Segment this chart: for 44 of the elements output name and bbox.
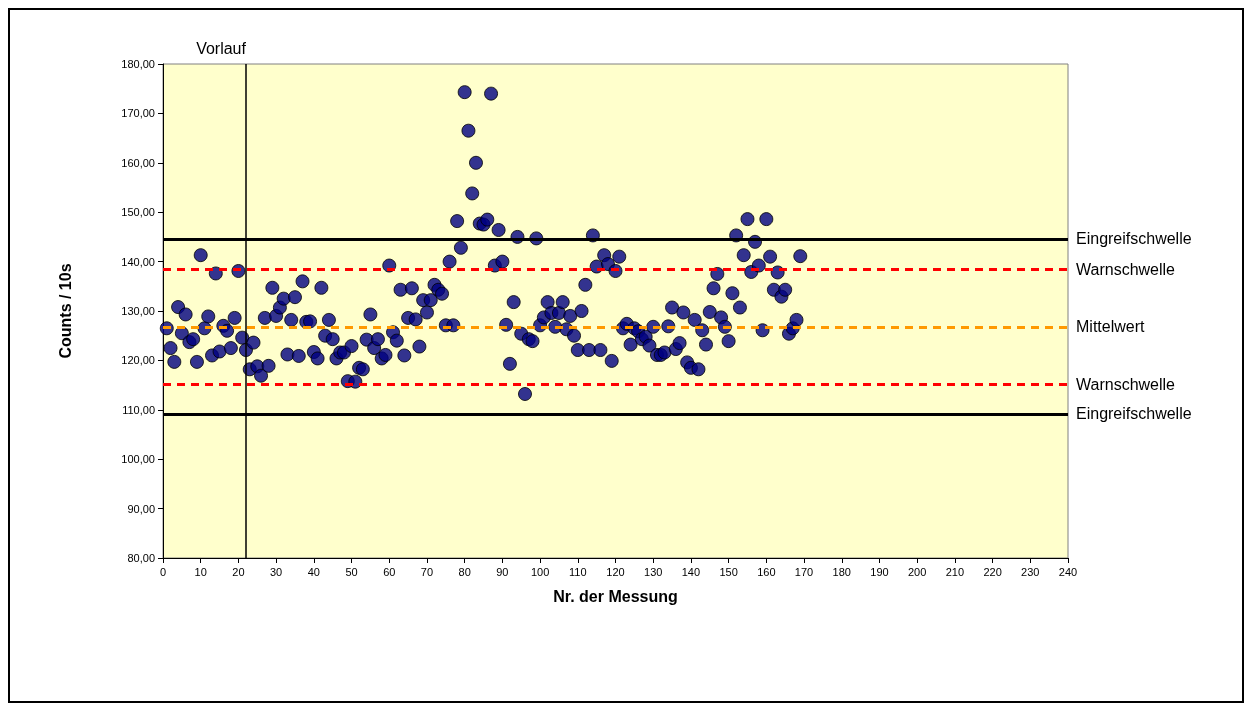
x-tick-label: 50	[345, 565, 358, 578]
x-tick-label: 140	[681, 565, 701, 578]
y-tick-label: 160,00	[121, 156, 155, 169]
x-tick-label: 130	[644, 565, 663, 578]
x-tick-label: 70	[420, 565, 434, 578]
x-tick-label: 100	[530, 565, 550, 578]
y-tick-label: 170,00	[121, 107, 155, 120]
ref-line-label: Vorlauf	[196, 39, 247, 57]
x-tick-label: 160	[757, 565, 776, 578]
x-tick-label: 40	[307, 565, 320, 578]
x-tick-label: 90	[496, 565, 509, 578]
x-tick-label: 0	[159, 565, 167, 578]
y-axis-title: Counts / 10s	[56, 263, 74, 359]
y-tick-label: 90,00	[127, 502, 155, 515]
y-tick-label: 130,00	[121, 305, 155, 317]
x-tick-label: 10	[194, 565, 207, 578]
x-tick-label: 30	[270, 565, 283, 578]
y-tick-label: 80,00	[127, 552, 155, 564]
ref-line-label: Warnschwelle	[1076, 375, 1176, 393]
y-tick-label: 120,00	[121, 354, 155, 367]
y-tick-label: 180,00	[121, 58, 155, 70]
x-tick-label: 210	[945, 565, 965, 578]
y-tick-label: 150,00	[121, 206, 155, 219]
ref-line-label: Mittelwert	[1076, 318, 1146, 336]
x-tick-label: 110	[569, 565, 587, 578]
x-tick-label: 80	[458, 565, 471, 578]
x-tick-label: 190	[870, 565, 889, 578]
x-tick-label: 230	[1021, 565, 1040, 578]
ref-line-label: Eingreifschwelle	[1076, 405, 1192, 423]
x-tick-label: 220	[983, 565, 1002, 578]
x-tick-label: 170	[794, 565, 814, 578]
x-tick-label: 120	[606, 565, 625, 578]
x-tick-label: 240	[1058, 565, 1078, 578]
x-tick-label: 60	[383, 565, 396, 578]
x-tick-label: 200	[907, 565, 927, 578]
x-axis-title: Nr. der Messung	[553, 587, 678, 605]
x-tick-label: 20	[232, 565, 245, 578]
y-tick-label: 100,00	[121, 453, 155, 466]
x-tick-label: 180	[832, 565, 851, 578]
ref-line-label: Warnschwelle	[1076, 261, 1176, 278]
y-tick-label: 140,00	[121, 255, 155, 268]
y-tick-label: 110,00	[122, 403, 155, 416]
x-tick-label: 150	[719, 565, 738, 578]
ref-line-label: Eingreifschwelle	[1076, 230, 1192, 248]
